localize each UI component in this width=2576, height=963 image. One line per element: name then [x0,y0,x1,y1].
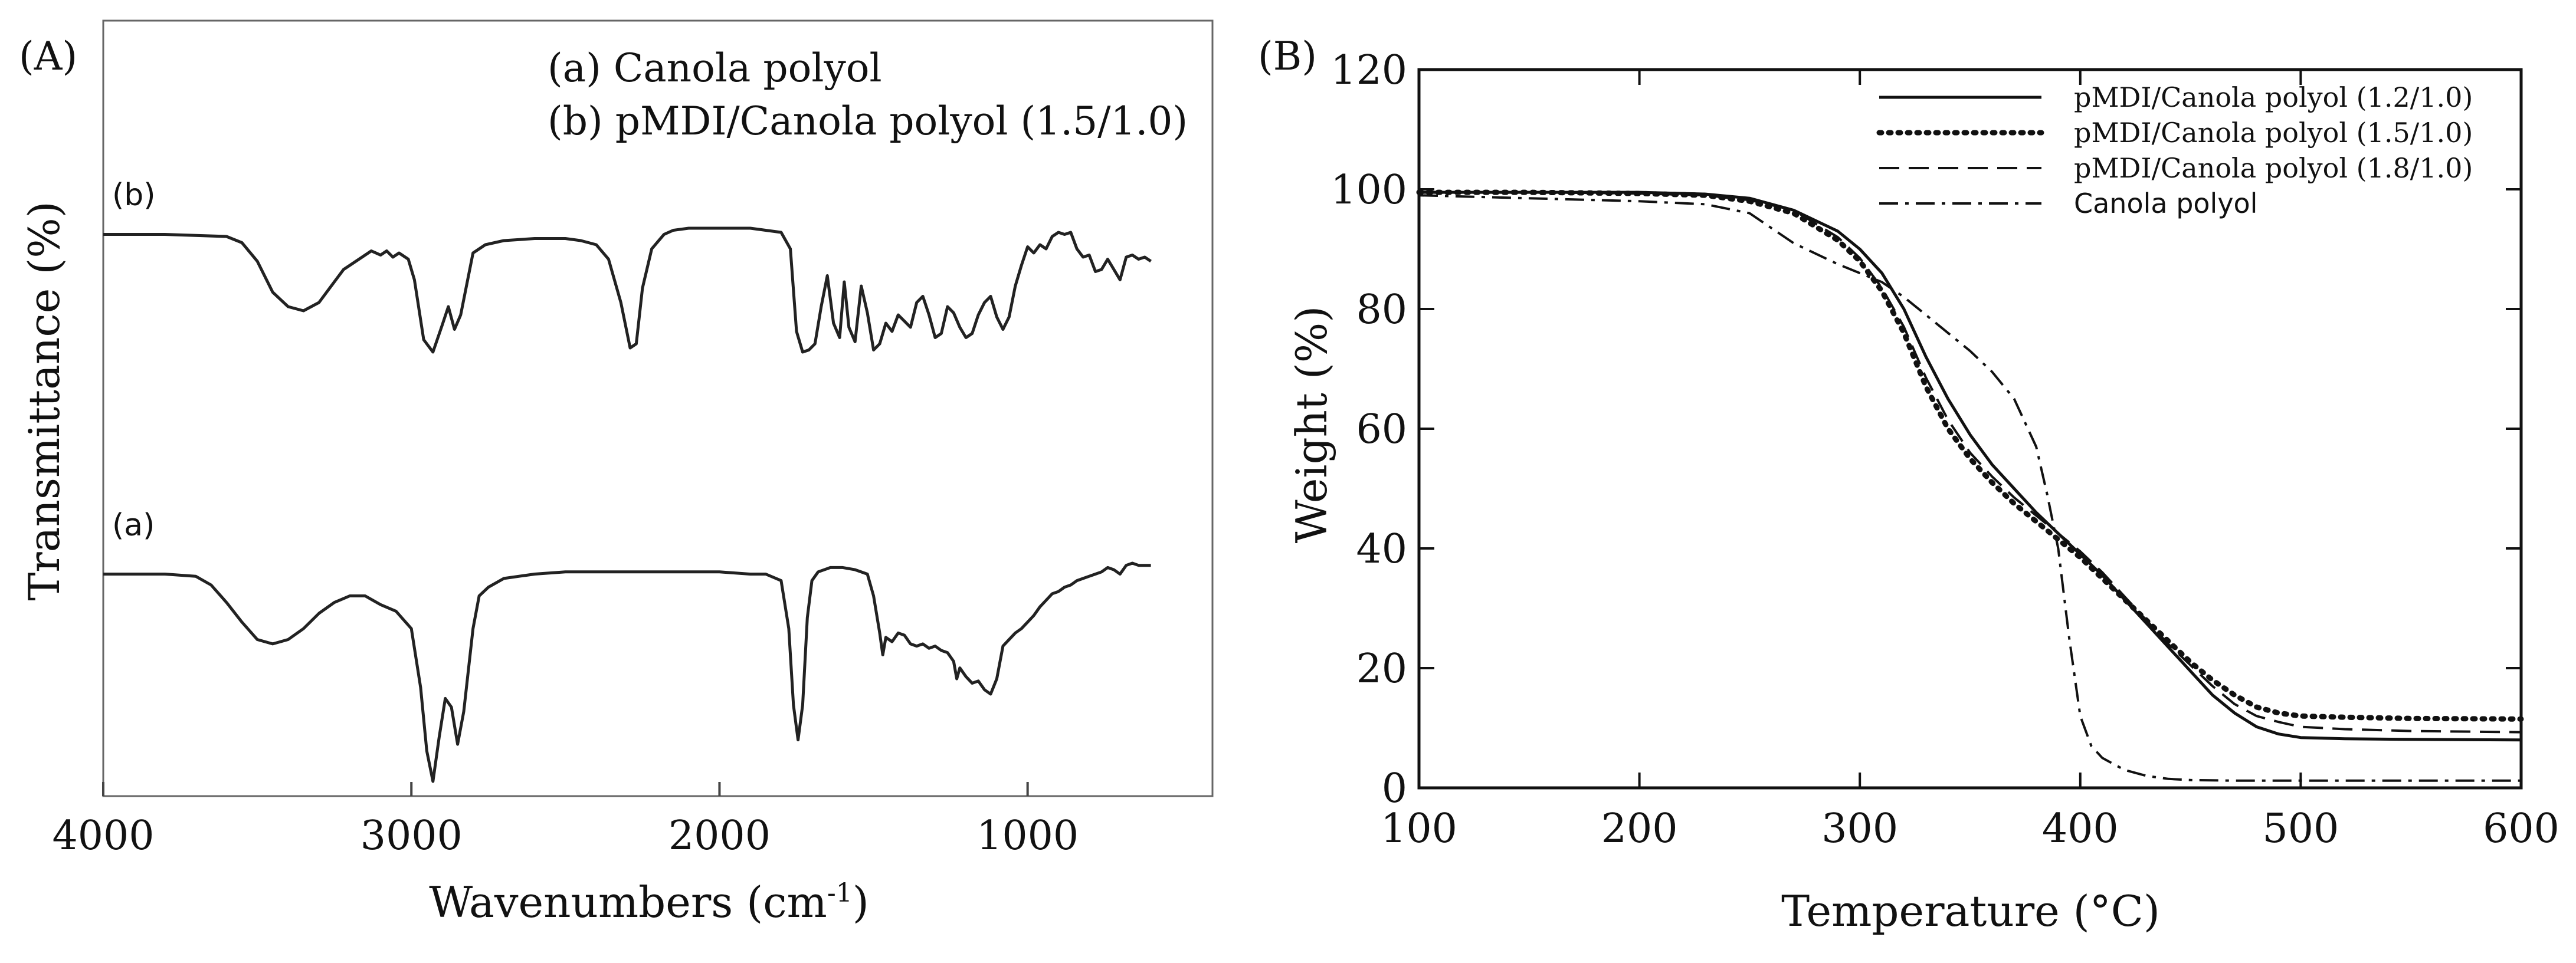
y-tick-label: 0 [1382,765,1407,812]
tga-curve-canola [1418,194,2521,782]
panel-a-plot-frame [102,19,1214,797]
tga-curve-1-8 [1419,191,2522,734]
panel-b-label: (B) [1258,34,1317,79]
tga-curve-1-5 [1416,189,2524,722]
panel-a-label: (A) [19,34,77,79]
legend-entry: pMDI/Canola polyol (1.8/1.0) [2074,152,2473,184]
y-tick-label: 120 [1330,47,1407,94]
panel-b-legend: pMDI/Canola polyol (1.2/1.0) pMDI/Canola … [1876,81,2473,219]
x-tick-label: 300 [1821,806,1898,852]
x-axis-label-main: Wavenumbers (cm [429,877,827,927]
x-tick-label: 3000 [360,813,463,859]
x-axis-label-close: ) [853,877,869,927]
panel-a-legend: (a) Canola polyol (b) pMDI/Canola polyol… [548,45,1188,144]
panel-b-y-axis-label: Weight (%) [1287,306,1336,544]
x-tick-label: 100 [1381,806,1457,852]
x-tick-label: 500 [2263,806,2339,852]
panel-a: (A) (a) Canola polyol (b) pMDI/Canola po… [19,19,1214,927]
x-tick-label: 1000 [976,813,1079,859]
x-axis-label-superscript: -1 [827,878,853,908]
ftir-curve-a [103,561,1151,783]
x-tick-label: 2000 [668,813,771,859]
y-tick-label: 60 [1356,406,1407,453]
legend-entry: Canola polyol [2074,188,2257,219]
x-tick-label: 200 [1601,806,1678,852]
panel-b-x-axis-label: Temperature (°C) [1781,886,2160,936]
panel-b-curves [1416,189,2524,782]
legend-entry: pMDI/Canola polyol (1.2/1.0) [2074,81,2473,113]
x-tick-label: 400 [2042,806,2119,852]
panel-a-x-axis: 4000 3000 2000 1000 [52,782,1079,859]
panel-a-x-axis-label: Wavenumbers (cm-1) [429,877,869,927]
panel-b-axes: 0 20 40 60 80 100 120 100 200 300 400 500 600 [1330,47,2559,852]
legend-entry: pMDI/Canola polyol (1.5/1.0) [2074,117,2473,149]
ftir-curve-b [103,226,1152,354]
legend-a-entry-2: (b) pMDI/Canola polyol (1.5/1.0) [548,98,1188,144]
y-tick-label: 100 [1330,167,1407,213]
curve-label-b: (b) [112,178,156,213]
panel-a-y-axis-label: Transmittance (%) [19,201,69,601]
panel-b: (B) 0 20 40 60 80 100 120 100 200 300 400 500 600 pM… [1258,34,2559,936]
x-tick-label: 4000 [52,813,154,859]
x-tick-label: 600 [2483,806,2559,852]
y-tick-label: 20 [1356,646,1407,692]
legend-a-entry-1: (a) Canola polyol [548,45,882,91]
y-tick-label: 80 [1356,287,1407,333]
y-tick-label: 40 [1356,526,1407,573]
tga-curve-1-2 [1419,190,2522,742]
curve-label-a: (a) [112,508,155,543]
